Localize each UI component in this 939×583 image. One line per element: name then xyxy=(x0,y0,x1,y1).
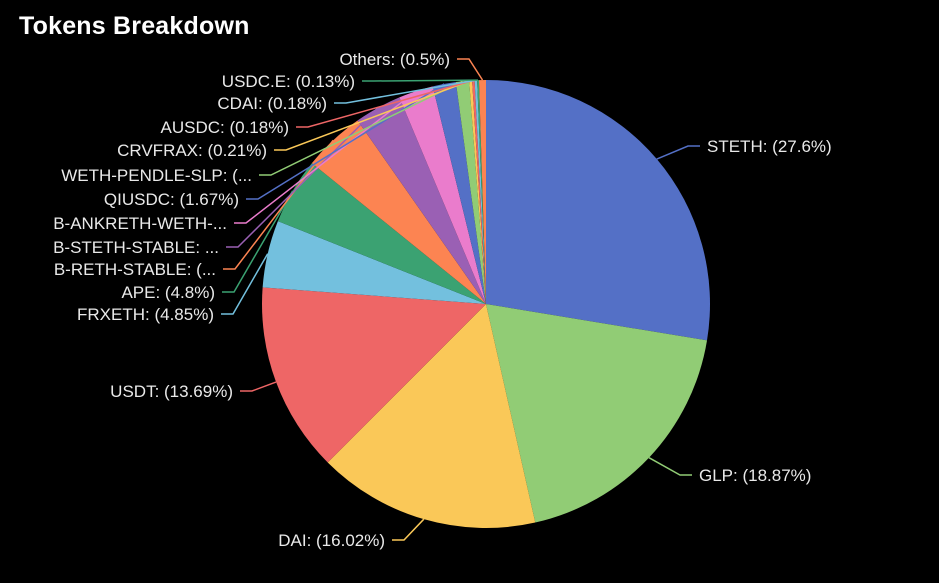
leader-line-crvfrax xyxy=(274,79,471,151)
leader-line-ape xyxy=(222,190,294,293)
slice-label-b-steth-stable: B-STETH-STABLE: ... xyxy=(53,238,219,257)
leader-line-weth-pendle-slp xyxy=(259,80,463,176)
slice-label-usdt: USDT: (13.69%) xyxy=(110,382,233,401)
chart-title: Tokens Breakdown xyxy=(19,12,250,40)
pie-slice-others[interactable] xyxy=(478,80,486,304)
leader-line-cdai xyxy=(334,79,477,104)
slice-label-b-reth-stable: B-RETH-STABLE: (... xyxy=(54,260,216,279)
pie-slice-frxeth[interactable] xyxy=(262,221,486,304)
pie-slice-crvfrax[interactable] xyxy=(469,80,486,305)
slice-label-ape: APE: (4.8%) xyxy=(121,283,215,302)
slice-label-others: Others: (0.5%) xyxy=(339,50,450,69)
slice-label-qiusdc: QIUSDC: (1.67%) xyxy=(104,190,239,209)
pie-slice-b-ankreth-weth[interactable] xyxy=(399,86,486,304)
leader-line-b-reth-stable xyxy=(223,139,334,270)
leader-lines-group xyxy=(221,58,700,541)
slice-label-weth-pendle-slp: WETH-PENDLE-SLP: (... xyxy=(61,166,252,185)
pie-slice-b-reth-stable[interactable] xyxy=(311,120,486,305)
pie-slice-b-steth-stable[interactable] xyxy=(357,97,486,305)
slice-label-cdai: CDAI: (0.18%) xyxy=(217,94,327,113)
pie-slice-usdt[interactable] xyxy=(262,287,486,463)
slice-label-ausdc: AUSDC: (0.18%) xyxy=(161,118,289,137)
pie-slices-group xyxy=(262,80,711,528)
pie-slice-steth[interactable] xyxy=(486,80,711,341)
slice-labels-group: STETH: (27.6%) GLP: (18.87%) DAI: (16.02%)… xyxy=(53,50,832,550)
leader-line-qiusdc xyxy=(246,83,445,200)
slice-label-usdc-e: USDC.E: (0.13%) xyxy=(222,72,355,91)
slice-label-steth: STETH: (27.6%) xyxy=(707,137,832,156)
pie-slice-usdc-e[interactable] xyxy=(477,80,486,304)
leader-line-ausdc xyxy=(296,79,474,128)
leader-line-frxeth xyxy=(221,253,269,315)
leader-line-usdt xyxy=(240,381,277,392)
slice-label-b-ankreth-weth: B-ANKRETH-WETH-... xyxy=(53,214,227,233)
slice-label-frxeth: FRXETH: (4.85%) xyxy=(77,305,214,324)
pie-slice-cdai[interactable] xyxy=(474,80,486,305)
pie-slice-glp[interactable] xyxy=(486,304,708,523)
pie-slice-ausdc[interactable] xyxy=(472,80,486,304)
leader-line-steth xyxy=(656,145,700,160)
pie-slice-dai[interactable] xyxy=(327,304,536,528)
leader-line-others xyxy=(457,58,484,81)
leader-line-glp xyxy=(648,457,692,476)
pie-slice-qiusdc[interactable] xyxy=(432,82,486,304)
slice-label-glp: GLP: (18.87%) xyxy=(699,466,811,485)
pie-slice-ape[interactable] xyxy=(277,163,486,304)
leader-line-dai xyxy=(392,518,425,541)
leader-line-b-ankreth-weth xyxy=(234,90,417,224)
pie-slice-weth-pendle-slp[interactable] xyxy=(455,80,486,304)
slice-label-crvfrax: CRVFRAX: (0.21%) xyxy=(117,141,267,160)
slice-label-dai: DAI: (16.02%) xyxy=(278,531,385,550)
leader-line-usdc-e xyxy=(362,79,479,82)
